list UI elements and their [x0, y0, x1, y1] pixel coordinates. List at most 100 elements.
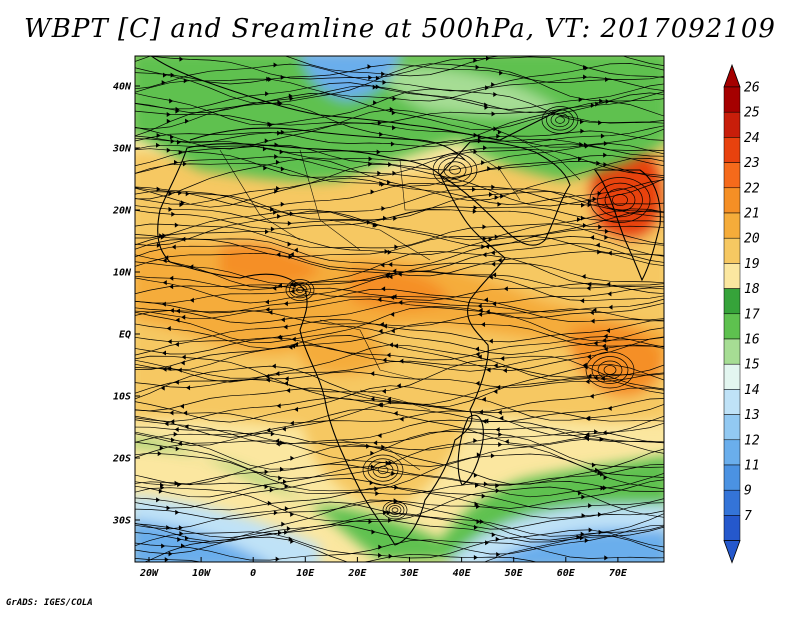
- streamline-arrow: [599, 436, 604, 442]
- streamline-arrow: [282, 479, 287, 485]
- lon-tick-label: 10E: [296, 568, 315, 579]
- streamline-arrow: [595, 242, 600, 248]
- streamline-arrow: [379, 131, 384, 137]
- streamline-arrow: [273, 62, 278, 68]
- streamline-arrow: [381, 388, 386, 394]
- streamline-arrow: [604, 234, 609, 240]
- streamline-arrow: [167, 339, 172, 345]
- streamline-arrow: [290, 289, 295, 295]
- streamline-arrow: [586, 354, 591, 360]
- streamline-arrow: [169, 284, 174, 290]
- streamline-arrow: [168, 191, 173, 197]
- vortex-ring: [603, 365, 617, 375]
- streamline-arrow: [264, 484, 269, 490]
- lon-tick-label: 70E: [609, 568, 628, 579]
- streamline-arrow: [581, 494, 586, 500]
- streamline-arrow: [585, 432, 590, 438]
- streamline-arrow: [381, 71, 386, 77]
- streamline-arrow: [181, 314, 186, 320]
- streamline-arrow: [289, 420, 294, 426]
- streamline-arrow: [500, 355, 505, 361]
- streamline-arrow: [265, 377, 270, 383]
- streamline-arrow: [371, 529, 376, 535]
- streamline-arrow: [377, 433, 382, 439]
- streamline-arrow: [290, 511, 295, 517]
- colorbar-swatch: [723, 464, 741, 491]
- colorbar-label: 25: [744, 106, 760, 121]
- colorbar-swatch: [723, 288, 741, 315]
- streamline: [135, 355, 664, 393]
- streamline-arrow: [283, 301, 288, 307]
- streamline-arrow: [280, 166, 285, 172]
- streamline: [135, 385, 664, 423]
- streamline-arrow: [168, 551, 173, 557]
- coastline-arabia: [439, 141, 571, 246]
- streamline-arrow: [497, 129, 502, 135]
- colorbar-label: 24: [744, 131, 760, 146]
- streamline-arrow: [484, 102, 489, 108]
- streamline-arrow: [373, 440, 378, 446]
- streamline-arrow: [494, 234, 499, 240]
- colorbar-label: 11: [744, 459, 760, 474]
- vortex-ring: [597, 360, 623, 380]
- lon-tick-label: 20E: [347, 568, 367, 579]
- streamline-arrow: [275, 159, 280, 165]
- streamline-arrow: [603, 346, 608, 352]
- vortex-ring: [285, 279, 315, 301]
- streamline-arrow: [392, 96, 397, 102]
- streamline-arrow: [166, 326, 171, 332]
- streamline-arrow: [482, 418, 487, 424]
- streamline-arrow: [286, 526, 291, 532]
- streamline-arrow: [181, 354, 186, 360]
- border-southern: [339, 439, 421, 471]
- streamline: [135, 209, 664, 230]
- colorbar-label: 9: [744, 484, 752, 499]
- streamline-arrow: [477, 138, 482, 144]
- streamline-arrow: [481, 160, 486, 166]
- streamline-arrow: [398, 300, 403, 306]
- streamline-arrow: [485, 85, 490, 91]
- vortex-ring: [377, 465, 389, 475]
- streamline-arrow: [166, 505, 171, 511]
- streamline-arrow: [399, 416, 404, 422]
- streamline-arrow: [502, 367, 507, 373]
- streamline-arrow: [156, 142, 161, 148]
- streamline: [135, 56, 664, 80]
- streamline-arrow: [171, 244, 176, 250]
- border-central-1: [319, 319, 421, 381]
- streamline-arrow: [166, 147, 171, 153]
- streamline-arrow: [485, 56, 490, 61]
- streamline-arrow: [607, 405, 612, 411]
- streamline-arrow: [475, 351, 480, 357]
- vortex-ring: [367, 458, 399, 482]
- streamline-arrow: [491, 82, 496, 88]
- streamline: [135, 371, 664, 389]
- streamline-arrow: [604, 555, 609, 561]
- colorbar-swatch: [723, 363, 741, 390]
- streamline-arrow: [503, 286, 508, 292]
- colorbar-swatch: [723, 212, 741, 239]
- streamline-arrow: [284, 376, 289, 382]
- streamline-arrow: [291, 343, 296, 349]
- streamline-arrow: [279, 149, 284, 155]
- streamline-arrow: [166, 525, 171, 531]
- streamline-arrow: [600, 471, 605, 477]
- streamline-arrow: [278, 335, 283, 341]
- streamline-arrow: [286, 388, 291, 394]
- streamline-arrow: [387, 249, 392, 255]
- streamline: [135, 191, 664, 221]
- vortex-ring: [591, 356, 629, 384]
- lon-axis: 20W 10W 0 10E 20E 30E 40E 50E 60E 70E: [139, 557, 628, 579]
- streamline-arrow: [399, 358, 404, 364]
- streamline-arrow: [366, 443, 371, 449]
- colorbar-label: 13: [744, 408, 760, 423]
- streamline-arrow: [500, 193, 505, 199]
- streamline-arrow: [377, 297, 382, 303]
- streamline-arrow: [388, 553, 393, 559]
- streamline-arrow: [394, 244, 399, 250]
- streamline-arrow: [278, 475, 283, 481]
- streamline-arrow: [291, 336, 296, 342]
- streamline-arrow: [288, 93, 293, 99]
- streamline-arrow: [174, 379, 179, 385]
- streamline-arrow: [602, 48, 606, 53]
